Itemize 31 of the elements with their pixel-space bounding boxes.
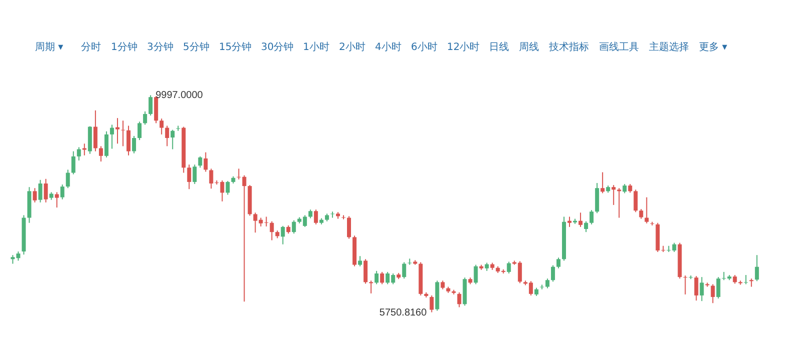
candlestick <box>342 215 346 220</box>
candlestick <box>683 276 688 294</box>
text: 15分钟 <box>219 41 252 53</box>
candlestick <box>115 118 120 144</box>
text: 分时 <box>81 41 101 53</box>
candlestick <box>408 258 412 265</box>
text: 4小时 <box>375 41 402 53</box>
text: 技术指标 <box>548 41 589 53</box>
text: 周期 ▾ <box>35 41 64 53</box>
annotation: 9997.0000 <box>156 90 204 102</box>
text: 日线 <box>489 41 509 53</box>
text: 2小时 <box>339 41 366 53</box>
annotation: 5750.8160 <box>379 307 428 318</box>
text: 12小时 <box>447 41 480 53</box>
candlestick <box>749 278 754 287</box>
text: 主题选择 <box>649 41 689 53</box>
text: 1分钟 <box>111 41 138 53</box>
text: 周线 <box>519 41 539 53</box>
text: 更多 ▾ <box>699 41 728 53</box>
candlestick <box>617 188 622 218</box>
candlestick <box>176 126 180 131</box>
text: 5分钟 <box>183 41 210 53</box>
text: 画线工具 <box>599 41 639 53</box>
text: 3分钟 <box>147 41 174 53</box>
candlestick <box>540 284 544 290</box>
candlestick <box>369 280 374 294</box>
candlestick <box>121 120 126 146</box>
text: 6小时 <box>411 41 438 53</box>
text: 30分钟 <box>261 41 294 53</box>
candlestick <box>744 274 748 284</box>
text: 1小时 <box>303 41 330 53</box>
